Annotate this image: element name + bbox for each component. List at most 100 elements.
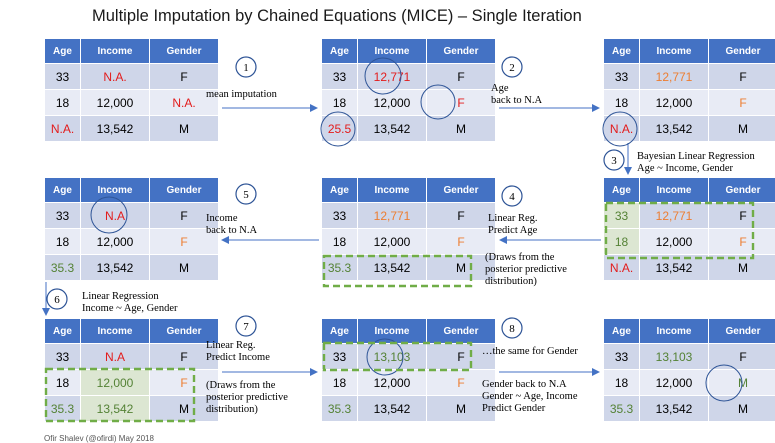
- cell-income: 12,000: [357, 89, 427, 116]
- cell-gender: M: [149, 115, 219, 142]
- step-8-label-line-4: Predict Gender: [482, 403, 546, 414]
- cell-income: 13,542: [80, 115, 150, 142]
- header-age: Age: [321, 318, 358, 344]
- cell-income: 13,542: [639, 395, 709, 422]
- header-age: Age: [44, 318, 81, 344]
- step-marker-5: 5: [235, 183, 257, 205]
- cell-age: 18: [321, 228, 358, 255]
- step-4-note-line-3: distribution): [485, 276, 537, 287]
- cell-age-predicted: 35.3: [44, 254, 81, 281]
- cell-age-imputed: 25.5: [321, 115, 358, 142]
- cell-gender: F: [426, 63, 496, 90]
- step-marker-7: 7: [235, 315, 257, 337]
- cell-income: 13,542: [80, 254, 150, 281]
- cell-income-imputed: 12,771: [639, 63, 709, 90]
- cell-age-missing: N.A.: [603, 115, 640, 142]
- header-income: Income: [80, 177, 150, 203]
- cell-age: 18: [44, 228, 81, 255]
- header-income: Income: [357, 177, 427, 203]
- header-age: Age: [321, 177, 358, 203]
- step-6-label-line-1: Linear Regression: [82, 291, 159, 302]
- cell-age-predicted: 35.3: [321, 395, 358, 422]
- step-number: 5: [243, 189, 249, 201]
- cell-income: 12,000: [639, 369, 709, 396]
- cell-age-predicted: 35.3: [321, 254, 358, 281]
- header-income: Income: [357, 318, 427, 344]
- cell-gender-imputed: F: [708, 89, 775, 116]
- header-gender: Gender: [426, 318, 496, 344]
- cell-age: 18: [603, 89, 640, 116]
- step-marker-8: 8: [501, 317, 523, 339]
- cell-income: 13,542: [639, 115, 709, 142]
- page-title: Multiple Imputation by Chained Equations…: [92, 7, 582, 25]
- table-step-6-regression-input: Age Income Gender 33 N.A F 18 12,000 F 3…: [44, 318, 219, 422]
- step-number: 7: [243, 321, 249, 333]
- cell-gender-imputed: F: [426, 228, 496, 255]
- cell-gender: F: [149, 202, 219, 229]
- cell-income: 13,542: [639, 254, 709, 281]
- cell-income: 13,542: [80, 395, 150, 422]
- header-age: Age: [603, 177, 640, 203]
- cell-gender-missing: N.A.: [149, 89, 219, 116]
- cell-income: 13,542: [357, 254, 427, 281]
- table-step-7-income-predicted: Age Income Gender 33 13,103 F 18 12,000 …: [321, 318, 496, 422]
- cell-age: 33: [321, 63, 358, 90]
- step-2-label-line-2: back to N.A: [491, 95, 543, 106]
- cell-income-missing: N.A: [80, 343, 150, 370]
- cell-gender-imputed: F: [149, 228, 219, 255]
- cell-age-predicted: 35.3: [603, 395, 640, 422]
- cell-gender: M: [426, 115, 496, 142]
- header-age: Age: [44, 38, 81, 64]
- cell-income: 13,542: [357, 115, 427, 142]
- header-income: Income: [80, 38, 150, 64]
- cell-age: 18: [603, 228, 640, 255]
- cell-gender: M: [708, 115, 775, 142]
- header-income: Income: [357, 38, 427, 64]
- cell-income-imputed: 12,771: [639, 202, 709, 229]
- step-8-label-line-3: Gender ~ Age, Income: [482, 391, 578, 402]
- table-step-4-age-predicted: Age Income Gender 33 12,771 F 18 12,000 …: [321, 177, 496, 281]
- step-marker-1: 1: [235, 56, 257, 78]
- cell-gender: F: [149, 63, 219, 90]
- step-number: 8: [509, 323, 515, 335]
- header-income: Income: [80, 318, 150, 344]
- cell-income-missing: N.A.: [80, 63, 150, 90]
- step-6-label-line-2: Income ~ Age, Gender: [82, 303, 178, 314]
- cell-income: 12,000: [639, 228, 709, 255]
- cell-age: 33: [321, 202, 358, 229]
- cell-age-predicted: 35.3: [44, 395, 81, 422]
- cell-age: 18: [44, 89, 81, 116]
- cell-income: 12,000: [80, 369, 150, 396]
- step-8-label-line-2: Gender back to N.A: [482, 379, 567, 390]
- step-marker-4: 4: [501, 185, 523, 207]
- cell-income: 12,000: [639, 89, 709, 116]
- cell-income-imputed: 12,771: [357, 202, 427, 229]
- cell-income: 12,000: [357, 369, 427, 396]
- header-gender: Gender: [708, 38, 775, 64]
- cell-income-missing: N.A: [80, 202, 150, 229]
- step-number: 2: [509, 62, 515, 74]
- step-3-label-line-1: Bayesian Linear Regression: [637, 151, 755, 162]
- step-1-label: mean imputation: [206, 89, 277, 100]
- cell-age: 18: [603, 369, 640, 396]
- step-number: 1: [243, 62, 249, 74]
- step-2-label-line-1: Age: [491, 83, 509, 94]
- cell-age: 33: [603, 343, 640, 370]
- header-gender: Gender: [708, 177, 775, 203]
- step-marker-2: 2: [501, 56, 523, 78]
- cell-gender: F: [149, 343, 219, 370]
- step-4-note-line-2: posterior predictive: [485, 264, 567, 275]
- cell-age: 33: [603, 63, 640, 90]
- cell-gender-imputed: F: [426, 89, 496, 116]
- header-gender: Gender: [426, 38, 496, 64]
- cell-age-missing: N.A.: [603, 254, 640, 281]
- cell-income-imputed: 12,771: [357, 63, 427, 90]
- cell-age: 33: [44, 63, 81, 90]
- step-4-note-line-1: (Draws from the: [485, 252, 555, 263]
- step-7-note-line-1: (Draws from the: [206, 380, 276, 391]
- step-4-label-line-1: Linear Reg.: [488, 213, 538, 224]
- header-gender: Gender: [708, 318, 775, 344]
- cell-age: 33: [44, 202, 81, 229]
- cell-age: 18: [321, 89, 358, 116]
- step-5-label-line-1: Income: [206, 213, 238, 224]
